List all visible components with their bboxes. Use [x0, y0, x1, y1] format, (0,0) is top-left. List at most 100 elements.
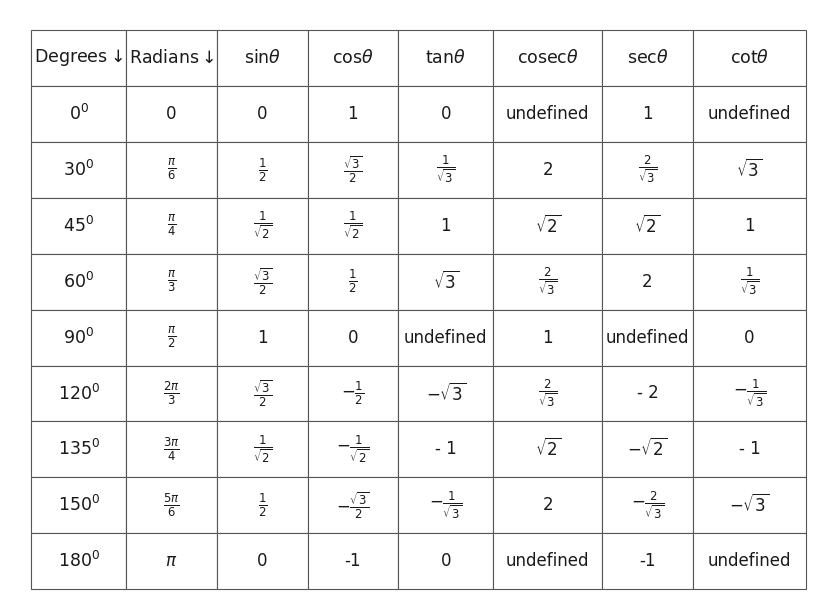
Bar: [398, 365, 494, 421]
Bar: [602, 30, 693, 86]
Bar: [217, 421, 308, 478]
Text: cot$\theta$: cot$\theta$: [730, 49, 769, 67]
Bar: [126, 198, 217, 254]
Bar: [308, 365, 398, 421]
Text: undefined: undefined: [404, 329, 487, 347]
Text: $\frac{\pi}{3}$: $\frac{\pi}{3}$: [166, 269, 176, 294]
Text: $\sqrt{2}$: $\sqrt{2}$: [534, 439, 561, 460]
Bar: [494, 478, 602, 533]
Bar: [126, 478, 217, 533]
Bar: [398, 533, 494, 589]
Text: $\frac{\pi}{4}$: $\frac{\pi}{4}$: [166, 213, 176, 238]
Bar: [126, 30, 217, 86]
Text: $\sqrt{3}$: $\sqrt{3}$: [432, 271, 459, 293]
Bar: [602, 421, 693, 478]
Text: 0: 0: [441, 552, 451, 570]
Text: $135^0$: $135^0$: [57, 439, 100, 460]
Bar: [31, 310, 126, 365]
Bar: [398, 142, 494, 198]
Bar: [217, 365, 308, 421]
Text: -1: -1: [639, 552, 656, 570]
Text: $120^0$: $120^0$: [57, 383, 100, 404]
Bar: [602, 533, 693, 589]
Text: $45^0$: $45^0$: [63, 215, 94, 236]
Bar: [494, 30, 602, 86]
Text: sec$\theta$: sec$\theta$: [627, 49, 668, 67]
Text: $-\frac{1}{\sqrt{2}}$: $-\frac{1}{\sqrt{2}}$: [336, 434, 370, 465]
Text: $\frac{\sqrt{3}}{2}$: $\frac{\sqrt{3}}{2}$: [253, 378, 272, 409]
Text: cosec$\theta$: cosec$\theta$: [517, 49, 579, 67]
Text: $\sqrt{2}$: $\sqrt{2}$: [634, 215, 661, 237]
Bar: [693, 421, 806, 478]
Text: $\frac{1}{2}$: $\frac{1}{2}$: [258, 491, 267, 519]
Bar: [308, 310, 398, 365]
Text: $- \sqrt{2}$: $- \sqrt{2}$: [628, 439, 667, 460]
Bar: [308, 142, 398, 198]
Text: $\sqrt{3}$: $\sqrt{3}$: [736, 159, 763, 181]
Text: $\frac{3\pi}{4}$: $\frac{3\pi}{4}$: [163, 436, 180, 463]
Text: $-\frac{\sqrt{3}}{2}$: $-\frac{\sqrt{3}}{2}$: [336, 490, 370, 521]
Bar: [693, 198, 806, 254]
Text: 1: 1: [744, 217, 755, 235]
Text: 2: 2: [543, 496, 553, 514]
Text: -1: -1: [344, 552, 361, 570]
Text: 1: 1: [642, 105, 653, 123]
Text: $0^0$: $0^0$: [69, 104, 89, 124]
Text: $\frac{2}{\sqrt{3}}$: $\frac{2}{\sqrt{3}}$: [638, 154, 657, 185]
Text: $150^0$: $150^0$: [57, 495, 100, 515]
Text: Degrees$\downarrow$: Degrees$\downarrow$: [34, 47, 123, 68]
Bar: [494, 533, 602, 589]
Bar: [217, 86, 308, 142]
Text: $-\frac{1}{2}$: $-\frac{1}{2}$: [341, 380, 365, 407]
Text: 1: 1: [441, 217, 451, 235]
Text: 2: 2: [642, 272, 653, 290]
Bar: [31, 30, 126, 86]
Text: $- \sqrt{3}$: $- \sqrt{3}$: [730, 494, 769, 517]
Bar: [494, 254, 602, 310]
Bar: [494, 365, 602, 421]
Text: $\frac{\sqrt{3}}{2}$: $\frac{\sqrt{3}}{2}$: [344, 154, 362, 185]
Bar: [31, 478, 126, 533]
Bar: [602, 198, 693, 254]
Text: undefined: undefined: [506, 552, 589, 570]
Text: $\frac{1}{\sqrt{3}}$: $\frac{1}{\sqrt{3}}$: [740, 266, 759, 298]
Text: 1: 1: [257, 329, 268, 347]
Text: $\frac{\pi}{2}$: $\frac{\pi}{2}$: [166, 325, 176, 350]
Bar: [494, 142, 602, 198]
Bar: [398, 254, 494, 310]
Bar: [217, 198, 308, 254]
Text: 2: 2: [543, 161, 553, 179]
Bar: [31, 254, 126, 310]
Text: $30^0$: $30^0$: [63, 160, 94, 180]
Bar: [308, 198, 398, 254]
Bar: [308, 30, 398, 86]
Text: $-\frac{1}{\sqrt{3}}$: $-\frac{1}{\sqrt{3}}$: [429, 490, 463, 521]
Bar: [31, 421, 126, 478]
Bar: [398, 310, 494, 365]
Text: $90^0$: $90^0$: [63, 328, 94, 347]
Bar: [602, 254, 693, 310]
Text: $\frac{1}{\sqrt{2}}$: $\frac{1}{\sqrt{2}}$: [253, 434, 272, 465]
Bar: [217, 310, 308, 365]
Bar: [602, 478, 693, 533]
Text: undefined: undefined: [707, 105, 792, 123]
Bar: [693, 533, 806, 589]
Text: $\sqrt{2}$: $\sqrt{2}$: [534, 215, 561, 237]
Bar: [217, 30, 308, 86]
Bar: [31, 198, 126, 254]
Bar: [31, 142, 126, 198]
Text: sin$\theta$: sin$\theta$: [244, 49, 281, 67]
Bar: [494, 198, 602, 254]
Bar: [31, 533, 126, 589]
Text: $\frac{1}{\sqrt{2}}$: $\frac{1}{\sqrt{2}}$: [344, 210, 362, 241]
Text: 1: 1: [348, 105, 358, 123]
Bar: [494, 310, 602, 365]
Bar: [308, 421, 398, 478]
Text: - 1: - 1: [738, 440, 761, 458]
Text: $-\frac{1}{\sqrt{3}}$: $-\frac{1}{\sqrt{3}}$: [733, 378, 766, 409]
Bar: [602, 365, 693, 421]
Bar: [126, 365, 217, 421]
Bar: [126, 533, 217, 589]
Text: - 1: - 1: [435, 440, 457, 458]
Text: $\frac{2}{\sqrt{3}}$: $\frac{2}{\sqrt{3}}$: [539, 378, 557, 409]
